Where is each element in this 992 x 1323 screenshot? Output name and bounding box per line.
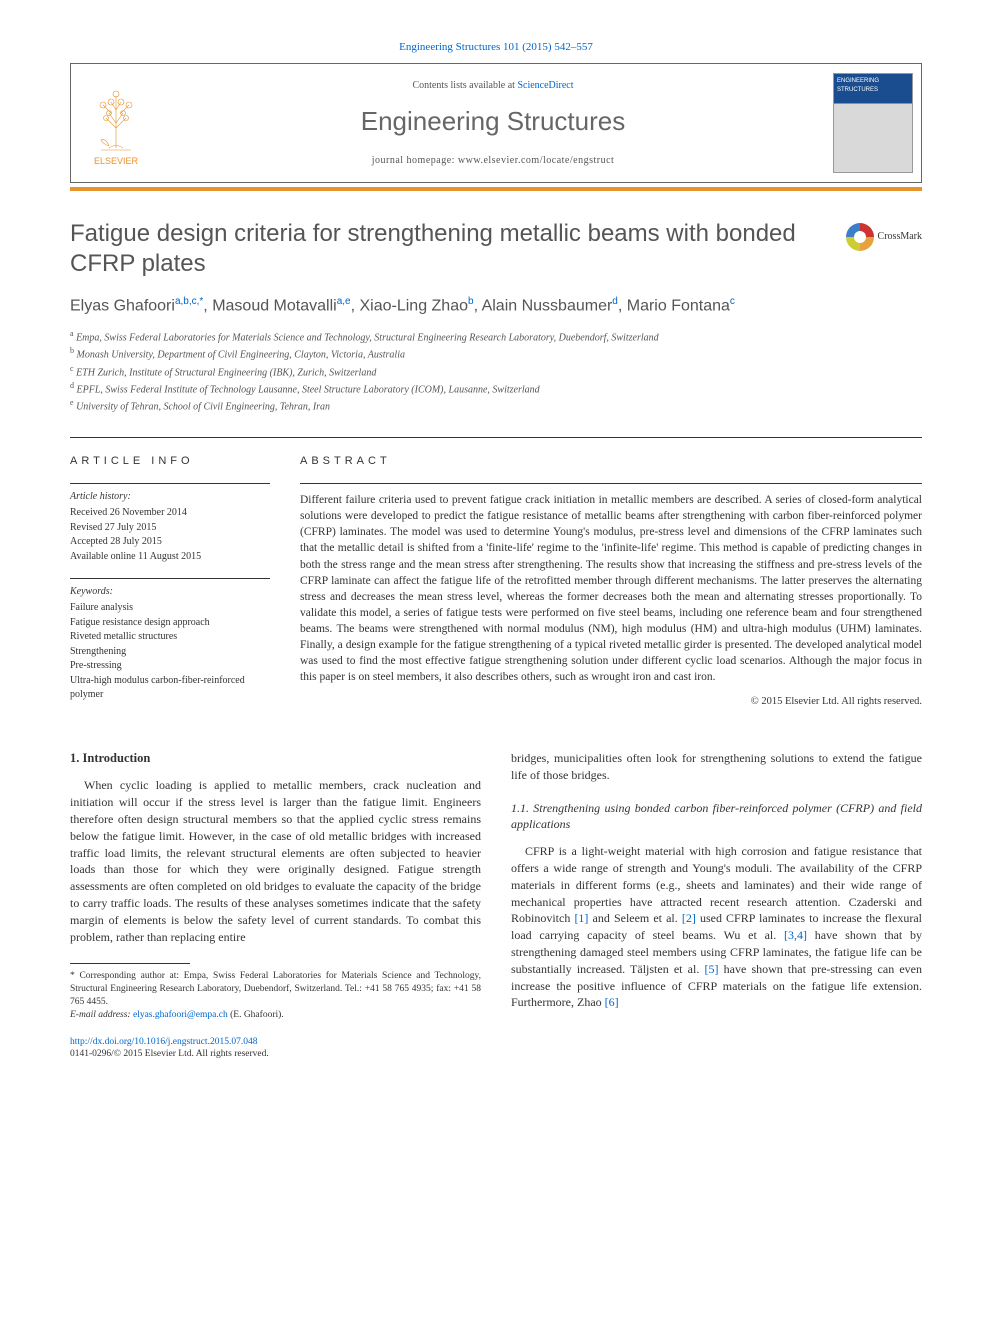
- crossmark-label: CrossMark: [878, 230, 922, 244]
- history-label: Article history:: [70, 490, 270, 504]
- abstract-heading: abstract: [300, 454, 922, 469]
- issn-copyright: 0141-0296/© 2015 Elsevier Ltd. All right…: [70, 1049, 269, 1059]
- article-info-heading: article info: [70, 454, 270, 469]
- info-rule-1: [70, 483, 270, 484]
- doi-link[interactable]: http://dx.doi.org/10.1016/j.engstruct.20…: [70, 1037, 257, 1047]
- article-info-col: article info Article history: Received 2…: [70, 454, 270, 710]
- homepage-url[interactable]: www.elsevier.com/locate/engstruct: [458, 155, 614, 166]
- title-row: Fatigue design criteria for strengthenin…: [70, 219, 922, 295]
- doi-block: http://dx.doi.org/10.1016/j.engstruct.20…: [70, 1036, 481, 1062]
- sec1-para1-cont: bridges, municipalities often look for s…: [511, 750, 922, 784]
- email-line: E-mail address: elyas.ghafoori@empa.ch (…: [70, 1009, 481, 1022]
- section-1-1-title: 1.1. Strengthening using bonded carbon f…: [511, 800, 922, 834]
- article-title: Fatigue design criteria for strengthenin…: [70, 219, 826, 279]
- email-suffix: (E. Ghafoori).: [228, 1010, 284, 1020]
- abstract-col: abstract Different failure criteria used…: [300, 454, 922, 710]
- sciencedirect-link[interactable]: ScienceDirect: [517, 80, 573, 91]
- author-list: Elyas Ghafooria,b,c,*, Masoud Motavallia…: [70, 295, 922, 318]
- header-center: Contents lists available at ScienceDirec…: [161, 69, 825, 177]
- info-abstract-row: article info Article history: Received 2…: [70, 437, 922, 710]
- elsevier-tree-icon: ELSEVIER: [81, 78, 151, 168]
- abstract-text: Different failure criteria used to preve…: [300, 492, 922, 685]
- author-email-link[interactable]: elyas.ghafoori@empa.ch: [133, 1010, 228, 1020]
- abstract-copyright: © 2015 Elsevier Ltd. All rights reserved…: [300, 695, 922, 710]
- journal-cover-thumb: ENGINEERING STRUCTURES: [833, 73, 913, 173]
- crossmark-badge[interactable]: CrossMark: [846, 223, 922, 251]
- footnotes: * Corresponding author at: Empa, Swiss F…: [70, 970, 481, 1021]
- publisher-logo: ELSEVIER: [71, 64, 161, 182]
- homepage-line: journal homepage: www.elsevier.com/locat…: [169, 154, 817, 168]
- journal-name: Engineering Structures: [169, 103, 817, 139]
- crossmark-icon: [846, 223, 874, 251]
- corresponding-author-note: * Corresponding author at: Empa, Swiss F…: [70, 970, 481, 1008]
- citation-link[interactable]: Engineering Structures 101 (2015) 542–55…: [399, 41, 593, 53]
- info-rule-2: [70, 578, 270, 579]
- cover-title: ENGINEERING STRUCTURES: [837, 77, 909, 94]
- sec1-para1: When cyclic loading is applied to metall…: [70, 777, 481, 945]
- contents-prefix: Contents lists available at: [412, 80, 517, 91]
- journal-header: ELSEVIER Contents lists available at Sci…: [70, 63, 922, 183]
- affiliation-list: a Empa, Swiss Federal Laboratories for M…: [70, 328, 922, 415]
- contents-line: Contents lists available at ScienceDirec…: [169, 79, 817, 93]
- footnote-rule: [70, 963, 190, 964]
- history-block: Received 26 November 2014Revised 27 July…: [70, 506, 270, 564]
- homepage-prefix: journal homepage:: [372, 155, 458, 166]
- body-columns: 1. Introduction When cyclic loading is a…: [70, 750, 922, 1061]
- keywords-label: Keywords:: [70, 585, 270, 599]
- abstract-rule: [300, 483, 922, 484]
- section-1-title: 1. Introduction: [70, 750, 481, 768]
- email-label: E-mail address:: [70, 1010, 133, 1020]
- citation-line: Engineering Structures 101 (2015) 542–55…: [70, 40, 922, 55]
- accent-rule: [70, 187, 922, 191]
- keywords-block: Failure analysisFatigue resistance desig…: [70, 601, 270, 703]
- sec11-para1: CFRP is a light-weight material with hig…: [511, 843, 922, 1011]
- svg-text:ELSEVIER: ELSEVIER: [94, 156, 139, 166]
